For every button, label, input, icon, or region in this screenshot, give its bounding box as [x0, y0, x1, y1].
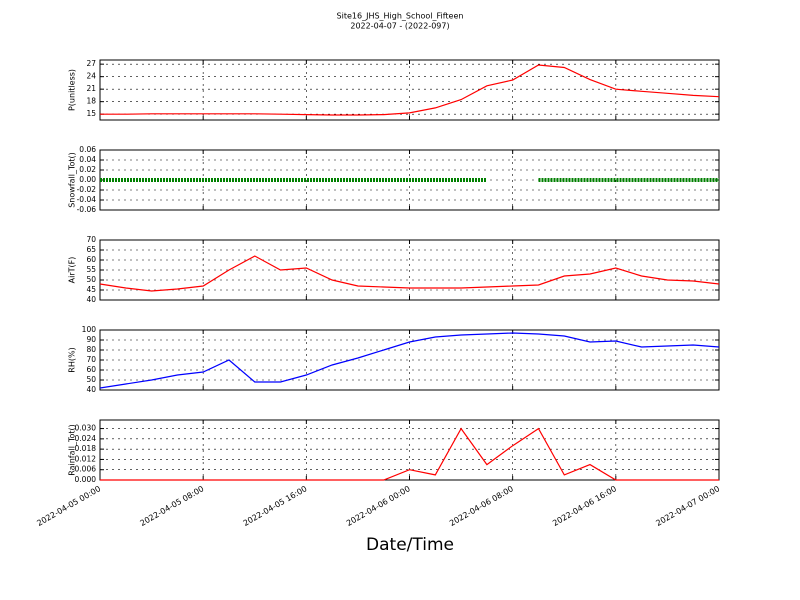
y-tick-label: -0.04 [77, 195, 97, 204]
y-axis-label: Snowfall_Tot() [68, 152, 77, 208]
y-tick-label: 60 [86, 255, 96, 264]
y-tick-label: 60 [86, 365, 96, 374]
y-tick-label: 0.02 [79, 165, 96, 174]
x-tick-label: 2022-04-05 00:00 [35, 484, 102, 528]
y-tick-label: 50 [86, 275, 96, 284]
x-tick-label: 2022-04-07 00:00 [654, 484, 721, 528]
plot-frame [99, 239, 720, 301]
y-axis-label: AirT(F) [68, 257, 77, 284]
y-tick-label: 50 [86, 375, 96, 384]
plot-frame [99, 329, 720, 391]
y-tick-label: -0.02 [77, 185, 97, 194]
y-tick-label: 0.04 [79, 155, 96, 164]
y-tick-label: 0.000 [75, 475, 97, 484]
y-tick-label: 15 [86, 109, 96, 118]
y-tick-label: 0.00 [79, 175, 96, 184]
y-tick-label: 24 [86, 72, 96, 81]
x-axis-label: Date/Time [366, 535, 454, 555]
y-axis-label: Rainfall_Tot() [68, 424, 77, 476]
y-tick-label: 18 [86, 97, 96, 106]
y-tick-label: 0.012 [75, 454, 97, 463]
data-line [99, 332, 720, 389]
y-tick-label: 70 [86, 235, 96, 244]
title: Site16_JHS_High_School_Fifteen [337, 12, 464, 21]
x-tick-label: 2022-04-05 08:00 [138, 484, 205, 528]
x-tick-label: 2022-04-06 16:00 [551, 484, 618, 528]
y-tick-label: 100 [82, 325, 97, 334]
y-tick-label: 65 [86, 245, 96, 254]
y-tick-label: 90 [86, 335, 96, 344]
x-tick-label: 2022-04-06 08:00 [448, 484, 515, 528]
plot-frame [99, 419, 720, 481]
data-line [100, 64, 720, 116]
subtitle: 2022-04-07 - (2022-097) [350, 22, 449, 31]
y-tick-label: 0.06 [79, 145, 96, 154]
y-tick-label: 55 [86, 265, 96, 274]
y-tick-label: 40 [86, 295, 96, 304]
data-line [100, 427, 719, 481]
y-tick-label: 45 [86, 285, 96, 294]
y-tick-label: 0.030 [75, 424, 97, 433]
y-tick-label: 80 [86, 345, 96, 354]
y-tick-label: 40 [86, 385, 96, 394]
y-axis-label: RH(%) [68, 347, 77, 372]
y-tick-label: 0.006 [75, 465, 97, 474]
x-tick-label: 2022-04-06 00:00 [345, 484, 412, 528]
plot-frame [99, 59, 720, 121]
y-tick-label: 70 [86, 355, 96, 364]
y-tick-label: 27 [86, 59, 96, 68]
y-tick-label: 0.024 [75, 434, 97, 443]
x-tick-label: 2022-04-05 16:00 [242, 484, 309, 528]
y-tick-label: 0.018 [75, 444, 97, 453]
y-tick-label: -0.06 [77, 205, 97, 214]
data-line [99, 255, 720, 292]
y-tick-label: 21 [86, 84, 96, 93]
y-axis-label: P(unitless) [68, 69, 77, 111]
